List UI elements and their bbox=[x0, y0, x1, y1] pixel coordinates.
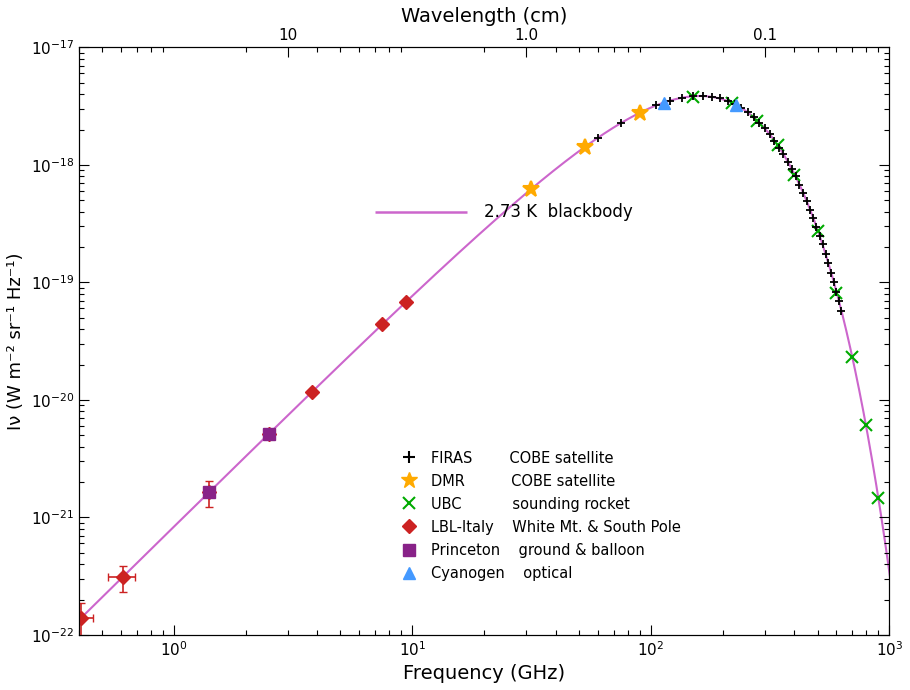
Y-axis label: Iν (W m⁻² sr⁻¹ Hz⁻¹): Iν (W m⁻² sr⁻¹ Hz⁻¹) bbox=[7, 253, 25, 430]
X-axis label: Frequency (GHz): Frequency (GHz) bbox=[403, 664, 565, 683]
X-axis label: Wavelength (cm): Wavelength (cm) bbox=[401, 7, 567, 26]
Text: 2.73 K  blackbody: 2.73 K blackbody bbox=[484, 203, 632, 221]
Legend: FIRAS        COBE satellite, DMR          COBE satellite, UBC           sounding: FIRAS COBE satellite, DMR COBE satellite… bbox=[394, 451, 681, 581]
